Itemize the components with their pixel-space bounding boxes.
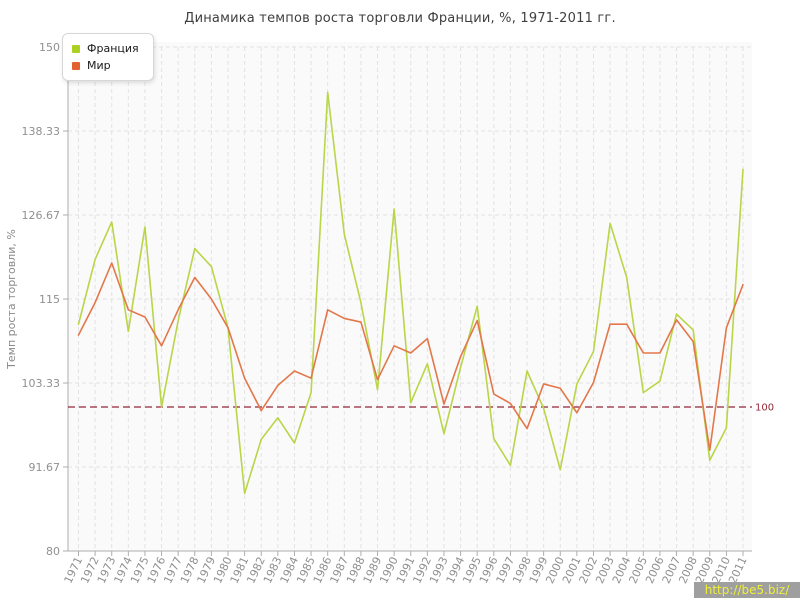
world-series-swatch (72, 61, 80, 70)
legend-label-world: Мир (87, 59, 111, 72)
svg-text:150: 150 (39, 41, 60, 54)
svg-text:115: 115 (39, 293, 60, 306)
chart-title: Динамика темпов роста торговли Франции, … (184, 11, 616, 26)
svg-text:126.67: 126.67 (22, 209, 61, 222)
legend-label-france: Франция (87, 42, 139, 55)
svg-text:80: 80 (46, 545, 60, 558)
svg-text:91.67: 91.67 (29, 461, 61, 474)
series-line-Мир (77, 262, 744, 452)
series-line-Франция (77, 91, 744, 495)
svg-text:100: 100 (755, 403, 774, 414)
chart-legend: Франция Мир (62, 33, 154, 81)
svg-text:138.33: 138.33 (22, 125, 61, 138)
watermark-link[interactable]: http://be5.biz/ (694, 582, 800, 598)
legend-item-world[interactable]: Мир (72, 57, 139, 74)
svg-text:Темп роста торговли, %: Темп роста торговли, % (5, 229, 18, 370)
legend-item-france[interactable]: Франция (72, 40, 139, 57)
svg-text:103.33: 103.33 (22, 377, 61, 390)
france-series-swatch (72, 44, 80, 53)
